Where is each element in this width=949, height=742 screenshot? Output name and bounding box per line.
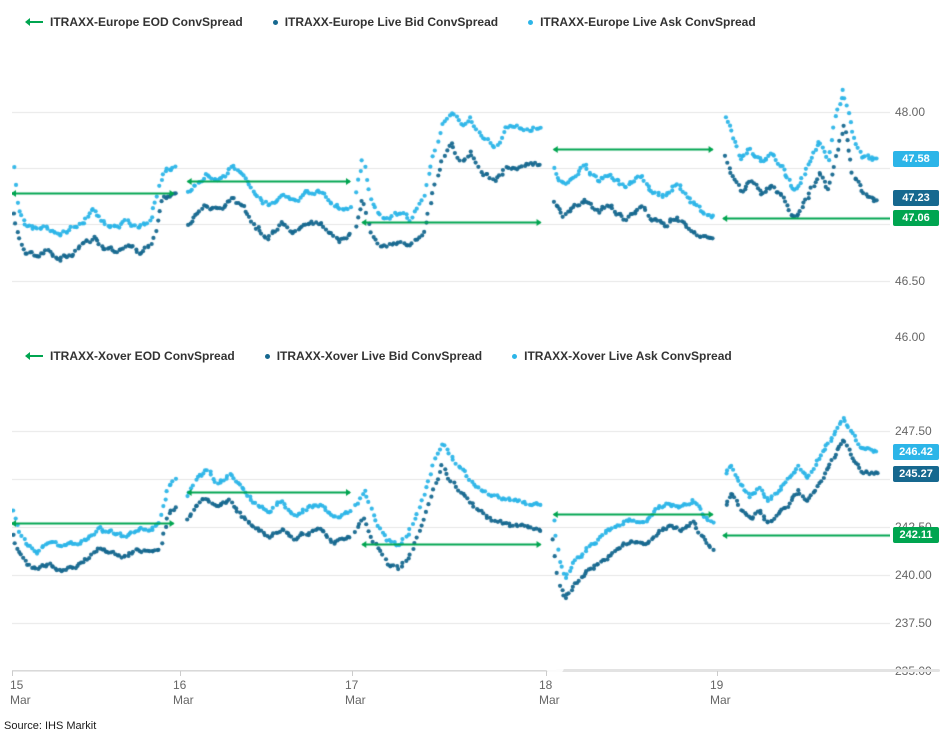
bid-last-value-badge: 245.27 — [893, 466, 939, 482]
legend-xover: ITRAXX-Xover EOD ConvSpread ITRAXX-Xover… — [25, 346, 732, 366]
y-axis-tick-label: 48.00 — [895, 105, 926, 119]
legend-item-xover-bid[interactable]: ITRAXX-Xover Live Bid ConvSpread — [264, 349, 483, 363]
y-axis-tick-label: 46.50 — [895, 274, 926, 288]
y-axis-tick-label: 240.00 — [895, 568, 932, 582]
legend-europe: ITRAXX-Europe EOD ConvSpread ITRAXX-Euro… — [25, 12, 756, 32]
europe-plot-area — [12, 60, 890, 337]
x-axis-day-label: 16 Mar — [173, 678, 194, 707]
bid-last-value-badge: 47.23 — [893, 190, 939, 206]
ask-last-value-badge: 47.58 — [893, 151, 939, 167]
ask-dot-marker-icon — [528, 19, 534, 25]
legend-item-label: ITRAXX-Xover Live Bid ConvSpread — [276, 349, 483, 363]
x-axis-day-label: 15 Mar — [10, 678, 31, 707]
y-axis-tick-label: 247.50 — [895, 424, 932, 438]
ask-last-value-badge: 246.42 — [893, 444, 939, 460]
legend-item-europe-ask[interactable]: ITRAXX-Europe Live Ask ConvSpread — [528, 15, 756, 29]
x-axis-tick — [180, 671, 181, 676]
x-axis-day-label: 17 Mar — [345, 678, 366, 707]
xover-plot-area — [12, 395, 890, 672]
eod-line-marker-icon — [25, 352, 43, 360]
x-axis-tick — [352, 671, 353, 676]
eod-last-value-badge: 47.06 — [893, 210, 939, 226]
ask-dot-marker-icon — [512, 353, 518, 359]
bid-dot-marker-icon — [272, 19, 278, 25]
x-axis-tick — [717, 671, 718, 676]
legend-item-label: ITRAXX-Europe EOD ConvSpread — [50, 15, 243, 29]
y-axis-tick-label: 46.00 — [895, 330, 926, 344]
eod-last-value-badge: 242.11 — [893, 527, 939, 543]
legend-item-xover-ask[interactable]: ITRAXX-Xover Live Ask ConvSpread — [512, 349, 732, 363]
legend-item-europe-bid[interactable]: ITRAXX-Europe Live Bid ConvSpread — [272, 15, 499, 29]
x-axis-line — [12, 670, 940, 671]
legend-item-label: ITRAXX-Xover EOD ConvSpread — [50, 349, 235, 363]
legend-item-label: ITRAXX-Xover Live Ask ConvSpread — [524, 349, 732, 363]
x-axis-scrollbar[interactable] — [556, 669, 940, 672]
legend-item-label: ITRAXX-Europe Live Bid ConvSpread — [284, 15, 499, 29]
legend-item-xover-eod[interactable]: ITRAXX-Xover EOD ConvSpread — [25, 349, 235, 363]
eod-line-marker-icon — [25, 18, 43, 26]
x-axis-tick — [546, 671, 547, 676]
x-axis-day-label: 18 Mar — [539, 678, 560, 707]
legend-item-europe-eod[interactable]: ITRAXX-Europe EOD ConvSpread — [25, 15, 243, 29]
y-axis-tick-label: 237.50 — [895, 616, 932, 630]
x-axis-day-label: 19 Mar — [710, 678, 731, 707]
axis-overlay-blob — [546, 660, 564, 675]
bid-dot-marker-icon — [264, 353, 270, 359]
x-axis-tick — [12, 671, 13, 676]
source-note: Source: IHS Markit — [4, 720, 97, 732]
legend-item-label: ITRAXX-Europe Live Ask ConvSpread — [540, 15, 756, 29]
